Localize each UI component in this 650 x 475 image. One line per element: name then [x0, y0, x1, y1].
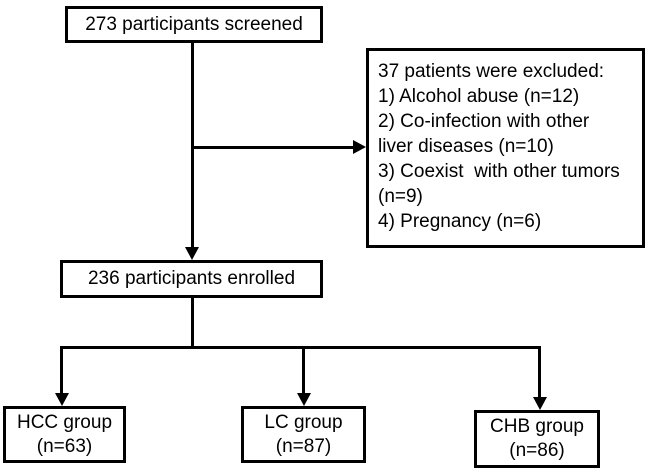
chb-group-label: CHB group (n=86) — [490, 415, 584, 463]
box-chb-group: CHB group (n=86) — [474, 410, 600, 468]
excluded-line: 1) Alcohol abuse (n=12) — [378, 86, 580, 107]
excluded-line: 4) Pregnancy (n=6) — [378, 211, 542, 232]
arrowhead-right-excluded-icon — [353, 140, 366, 154]
arrowhead-down-lc-icon — [297, 393, 311, 406]
box-screened: 273 participants screened — [65, 6, 323, 43]
box-screened-label: 273 participants screened — [85, 13, 303, 35]
excluded-line: 2) Co-infection with other — [378, 111, 590, 132]
chb-group-count: (n=86) — [509, 440, 565, 461]
connector-enrolled-to-splitter — [191, 298, 194, 349]
excluded-line: 37 patients were excluded: — [378, 61, 605, 82]
connector-drop-lc — [302, 346, 305, 393]
connector-branch-to-excluded — [191, 146, 353, 149]
box-hcc-group: HCC group (n=63) — [3, 406, 126, 463]
connector-splitter-bar — [60, 346, 541, 349]
hcc-group-count: (n=63) — [36, 435, 93, 457]
box-enrolled-label: 236 participants enrolled — [87, 268, 296, 289]
box-excluded: 37 patients were excluded: 1) Alcohol ab… — [366, 48, 645, 248]
hcc-group-name: HCC group — [16, 411, 113, 433]
arrowhead-down-enrolled-icon — [185, 247, 199, 260]
lc-group-label: LC group (n=87) — [264, 411, 342, 459]
lc-group-name: LC group — [264, 411, 343, 433]
excluded-line: 3) Coexist with other tumors — [378, 161, 620, 182]
arrowhead-down-chb-icon — [533, 397, 547, 410]
excluded-line: (n=9) — [378, 186, 423, 207]
arrowhead-down-hcc-icon — [55, 393, 69, 406]
chb-group-name: CHB group — [490, 416, 584, 437]
hcc-group-label: HCC group (n=63) — [17, 411, 112, 459]
box-lc-group: LC group (n=87) — [241, 406, 366, 463]
box-excluded-text: 37 patients were excluded: 1) Alcohol ab… — [378, 59, 620, 234]
lc-group-count: (n=87) — [275, 435, 332, 457]
box-enrolled: 236 participants enrolled — [60, 260, 323, 298]
excluded-line: liver diseases (n=10) — [378, 136, 554, 157]
connector-drop-chb — [538, 346, 541, 397]
connector-screened-to-enrolled — [191, 43, 194, 247]
connector-drop-hcc — [60, 346, 63, 393]
